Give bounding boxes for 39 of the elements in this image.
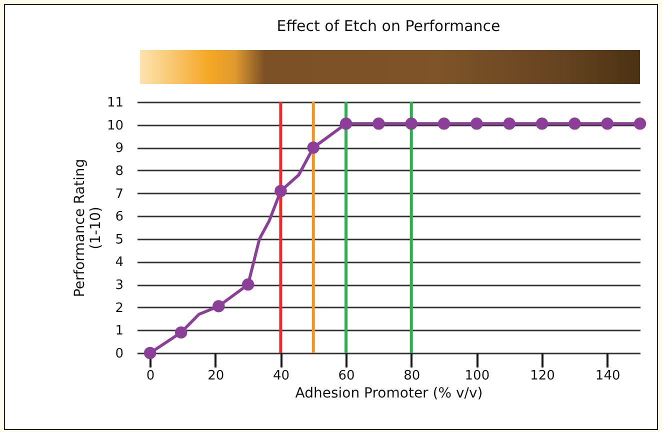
x-tick-label: 20 [208, 368, 224, 384]
y-tick-label: 6 [115, 210, 124, 225]
y-tick-label: 9 [115, 141, 124, 156]
x-tick-label: 80 [404, 368, 420, 384]
x-tick-label: 40 [272, 368, 290, 384]
point [144, 346, 156, 360]
x-tick-label: 0 [146, 368, 155, 384]
chart-title: Effect of Etch on Performance [276, 17, 500, 35]
point [568, 118, 581, 130]
x-tick-label: 140 [595, 368, 620, 384]
x-axis-title: Adhesion Promoter (% v/v) [295, 386, 483, 402]
point [212, 300, 225, 312]
point [340, 118, 352, 130]
y-tick-label: 10 [106, 118, 124, 134]
y-tick-label: 4 [115, 255, 124, 270]
y-tick-label: 0 [115, 346, 124, 362]
y-tick-label: 2 [115, 300, 124, 316]
point [307, 142, 320, 154]
point [536, 118, 548, 130]
point [634, 118, 646, 130]
point [242, 278, 254, 291]
point [174, 326, 188, 339]
x-tick-label: 120 [530, 368, 555, 384]
y-tick-label: 11 [106, 96, 124, 110]
y-tick-label: 8 [115, 164, 124, 179]
point [405, 118, 418, 130]
y-tick-label: 1 [115, 324, 124, 339]
point [503, 118, 516, 130]
y-tick-label: 5 [115, 232, 124, 248]
x-tick-label: 100 [464, 368, 490, 384]
point [274, 184, 287, 198]
point [470, 118, 483, 130]
x-tick-label: 60 [338, 368, 355, 384]
point [372, 118, 385, 130]
y-tick-label: 3 [115, 278, 124, 294]
y-axis-title: Performance Rating (1-10) [72, 158, 104, 298]
point [601, 118, 614, 130]
point [438, 118, 450, 130]
y-tick-label: 7 [115, 186, 124, 202]
